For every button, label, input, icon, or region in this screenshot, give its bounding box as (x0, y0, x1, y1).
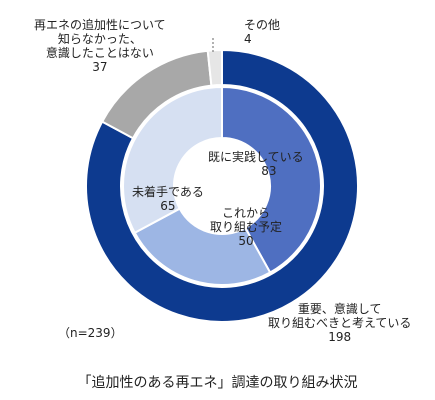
label-no-awareness-line1: 再エネの追加性について (34, 18, 166, 32)
label-important-value: 198 (328, 330, 352, 344)
label-no-awareness-line3: 意識したことはない (45, 46, 154, 60)
outer-slice-2 (206, 48, 223, 87)
label-no-awareness-line2: 知らなかった、 (57, 32, 142, 46)
label-other-value: 4 (244, 32, 252, 46)
outer-slice-0 (85, 48, 359, 323)
label-practicing-line1: 既に実践している (208, 150, 304, 164)
label-practicing-value: 83 (261, 164, 277, 178)
inner-ring (122, 85, 322, 286)
chart-caption: 「追加性のある再エネ」調達の取り組み状況 (77, 375, 358, 391)
label-important: 重要、意識して 取り組むべきと考えている 198 (268, 302, 411, 344)
inner-slice-0 (221, 85, 322, 274)
label-important-line2: 取り組むべきと考えている (268, 316, 412, 330)
label-practicing: 既に実践している 83 (208, 150, 304, 178)
label-no-awareness: 再エネの追加性について 知らなかった、 意識したことはない 37 (34, 18, 166, 74)
label-other-line1: その他 (244, 18, 281, 32)
label-no-awareness-value: 37 (92, 60, 108, 74)
outer-ring (85, 48, 359, 323)
inner-slice-2 (122, 85, 223, 235)
label-planned-line2: 取り組む予定 (210, 220, 283, 234)
sample-size-note: （n=239） (58, 326, 123, 340)
label-not-started-line1: 未着手である (132, 185, 204, 199)
label-other: その他 4 (244, 18, 280, 46)
label-important-line1: 重要、意識して (297, 302, 382, 316)
inner-slice-1 (133, 207, 272, 286)
label-not-started: 未着手である 65 (132, 185, 204, 213)
label-planned: これから 取り組む予定 50 (210, 206, 282, 248)
label-planned-line1: これから (222, 206, 271, 220)
label-not-started-value: 65 (160, 199, 176, 213)
label-planned-value: 50 (238, 234, 254, 248)
